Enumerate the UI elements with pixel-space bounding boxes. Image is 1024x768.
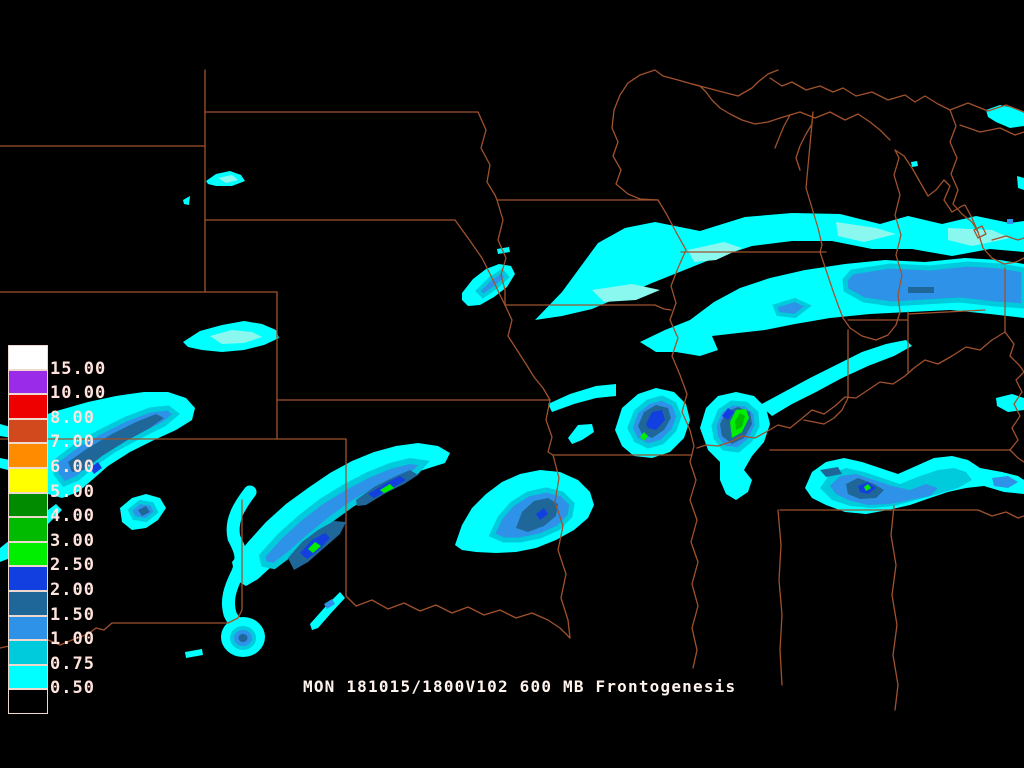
legend-color-step-c1000 bbox=[8, 369, 48, 395]
legend-tick-label: 6.00 bbox=[50, 457, 95, 477]
us-state-borders bbox=[0, 69, 1024, 711]
legend-color-step-c150 bbox=[8, 590, 48, 616]
legend-color-step-c200 bbox=[8, 566, 48, 591]
legend-color-step-c400 bbox=[8, 492, 48, 518]
legend-tick-label: 1.00 bbox=[50, 629, 95, 650]
contour-band-oklahoma bbox=[232, 443, 450, 586]
contour-band-arkansas bbox=[455, 424, 594, 553]
legend-color-step-c800 bbox=[8, 394, 48, 419]
legend-tick-label: 3.00 bbox=[50, 530, 95, 551]
legend-tick-label: 8.00 bbox=[50, 407, 95, 428]
legend-tick-label: 15.00 bbox=[50, 358, 107, 379]
legend-color-step-c250 bbox=[8, 541, 48, 567]
contour-blob-iowa-corner bbox=[462, 247, 515, 306]
contour-band-stlouis bbox=[548, 330, 912, 500]
legend-tick-label: 4.00 bbox=[50, 506, 95, 527]
legend-color-step-c500 bbox=[8, 467, 48, 493]
plot-title: MON 181015/1800V102 600 MB Frontogenesis bbox=[303, 677, 737, 696]
legend-color-step-empty bbox=[8, 689, 48, 714]
contour-band-nebraska bbox=[183, 321, 279, 352]
contour-band-ohio bbox=[640, 258, 1024, 347]
contour-streak-small bbox=[310, 592, 345, 630]
color-scale-legend bbox=[8, 345, 48, 714]
frontogenesis-contour-fills bbox=[0, 105, 1024, 658]
legend-tick-label: 5.00 bbox=[50, 481, 95, 502]
legend-color-step-c600 bbox=[8, 443, 48, 468]
contour-slivers-northwest bbox=[183, 171, 245, 205]
legend-color-step-c100 bbox=[8, 615, 48, 641]
legend-color-step-c700 bbox=[8, 418, 48, 444]
legend-tick-label: 1.50 bbox=[50, 604, 95, 625]
legend-color-step-c075 bbox=[8, 640, 48, 665]
legend-color-step-c1500 bbox=[8, 345, 48, 370]
legend-tick-label: 0.50 bbox=[50, 678, 95, 699]
legend-color-step-c300 bbox=[8, 517, 48, 542]
legend-color-step-c050 bbox=[8, 664, 48, 690]
legend-tick-label: 7.00 bbox=[50, 432, 95, 453]
contour-band-tennessee bbox=[805, 456, 1024, 514]
legend-tick-label: 0.75 bbox=[50, 653, 95, 674]
legend-tick-label: 2.50 bbox=[50, 555, 95, 576]
legend-tick-label: 10.00 bbox=[50, 383, 107, 404]
legend-tick-label: 2.00 bbox=[50, 580, 95, 600]
contour-band-hook bbox=[185, 485, 265, 658]
